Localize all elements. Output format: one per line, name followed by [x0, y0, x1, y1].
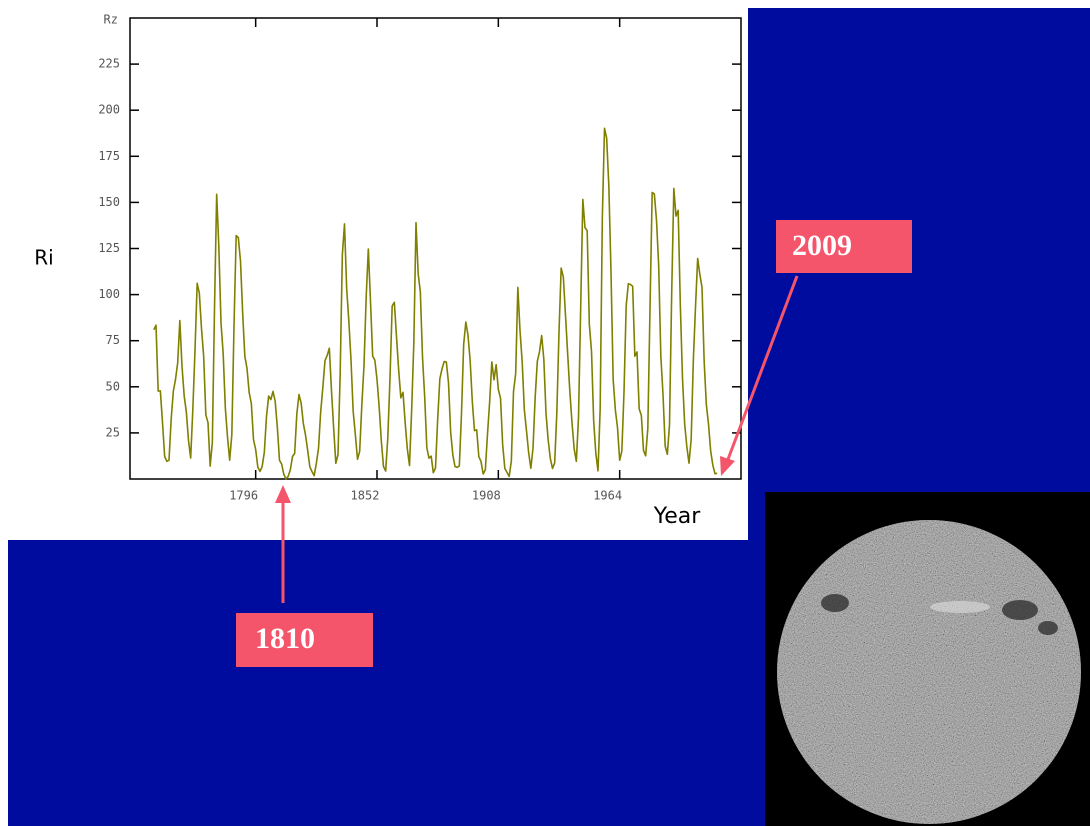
y-tick-label: 50 — [106, 379, 120, 393]
sun-texture — [777, 520, 1081, 824]
y-tick-label: 175 — [98, 149, 120, 163]
y-tick-label: 150 — [98, 195, 120, 209]
y-tick-label: 100 — [98, 287, 120, 301]
y-tick-label: 125 — [98, 241, 120, 255]
annotation-box — [236, 613, 373, 667]
annotation-arrow — [725, 275, 799, 463]
sunspot-region — [1002, 600, 1038, 620]
sunspot-region — [1038, 621, 1058, 635]
annotation-label: 2009 — [792, 229, 852, 262]
annotation-arrowhead — [275, 485, 291, 503]
y-tick-label: 75 — [106, 333, 120, 347]
y-tick-label: 25 — [106, 425, 120, 439]
x-tick-label: 1964 — [593, 489, 622, 503]
y-tick-label: 200 — [98, 103, 120, 117]
data-line — [153, 127, 718, 480]
plot: 25 50 75 100 125 150 175 200 225 1796 1852 1908 1964 — [98, 18, 741, 503]
plage-region — [930, 601, 990, 613]
x-tick-label: 1908 — [472, 489, 501, 503]
x-axis-title: Year — [653, 504, 702, 529]
x-tick-label: 1796 — [229, 489, 258, 503]
sun-image — [777, 520, 1081, 824]
y-tick-label: 225 — [98, 57, 120, 71]
x-tick-label: 1852 — [351, 489, 380, 503]
sunspot-region — [821, 594, 849, 612]
plot-frame — [129, 17, 742, 480]
y-unit-label: Rz — [104, 13, 118, 27]
annotation-box — [776, 220, 912, 273]
annotation-label: 1810 — [255, 622, 315, 655]
y-axis-title: Ri — [34, 246, 53, 270]
annotation-arrowhead — [720, 456, 735, 476]
